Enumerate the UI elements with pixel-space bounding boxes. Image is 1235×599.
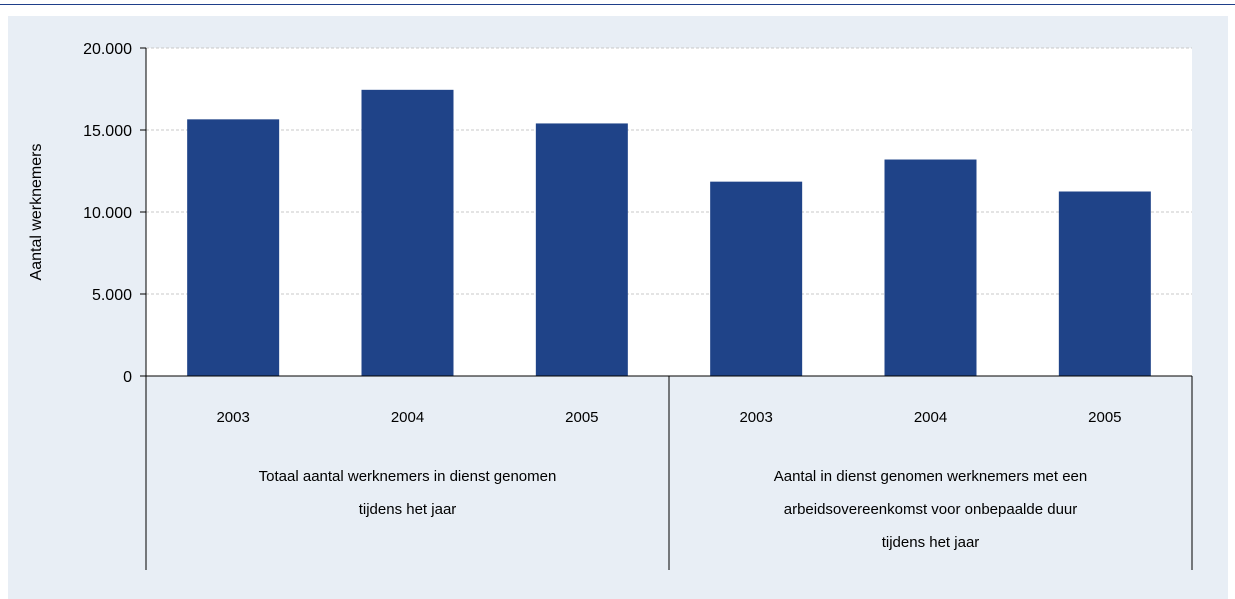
x-tick-label: 2003	[216, 409, 249, 426]
y-tick-label: 5.000	[92, 287, 132, 304]
x-tick-label: 2004	[391, 409, 424, 426]
x-tick-label: 2005	[565, 409, 598, 426]
x-tick-label: 2003	[739, 409, 772, 426]
bar	[710, 181, 803, 376]
group-label-line: Totaal aantal werknemers in dienst genom…	[259, 468, 557, 485]
group-label-line: tijdens het jaar	[359, 501, 457, 518]
group-label-line: Aantal in dienst genomen werknemers met …	[774, 468, 1088, 485]
y-tick-label: 15.000	[83, 123, 132, 140]
top-divider	[0, 4, 1235, 5]
bar	[535, 123, 628, 376]
x-tick-label: 2004	[914, 409, 947, 426]
y-tick-label: 10.000	[83, 205, 132, 222]
y-tick-label: 20.000	[83, 41, 132, 58]
group-label-line: tijdens het jaar	[882, 534, 980, 551]
x-tick-label: 2005	[1088, 409, 1121, 426]
y-tick-label: 0	[123, 369, 132, 386]
bar	[884, 159, 977, 376]
bar	[1058, 191, 1151, 376]
bar	[361, 89, 454, 376]
group-label-line: arbeidsovereenkomst voor onbepaalde duur	[784, 501, 1078, 518]
bar	[187, 119, 280, 376]
y-axis-label: Aantal werknemers	[28, 144, 45, 281]
